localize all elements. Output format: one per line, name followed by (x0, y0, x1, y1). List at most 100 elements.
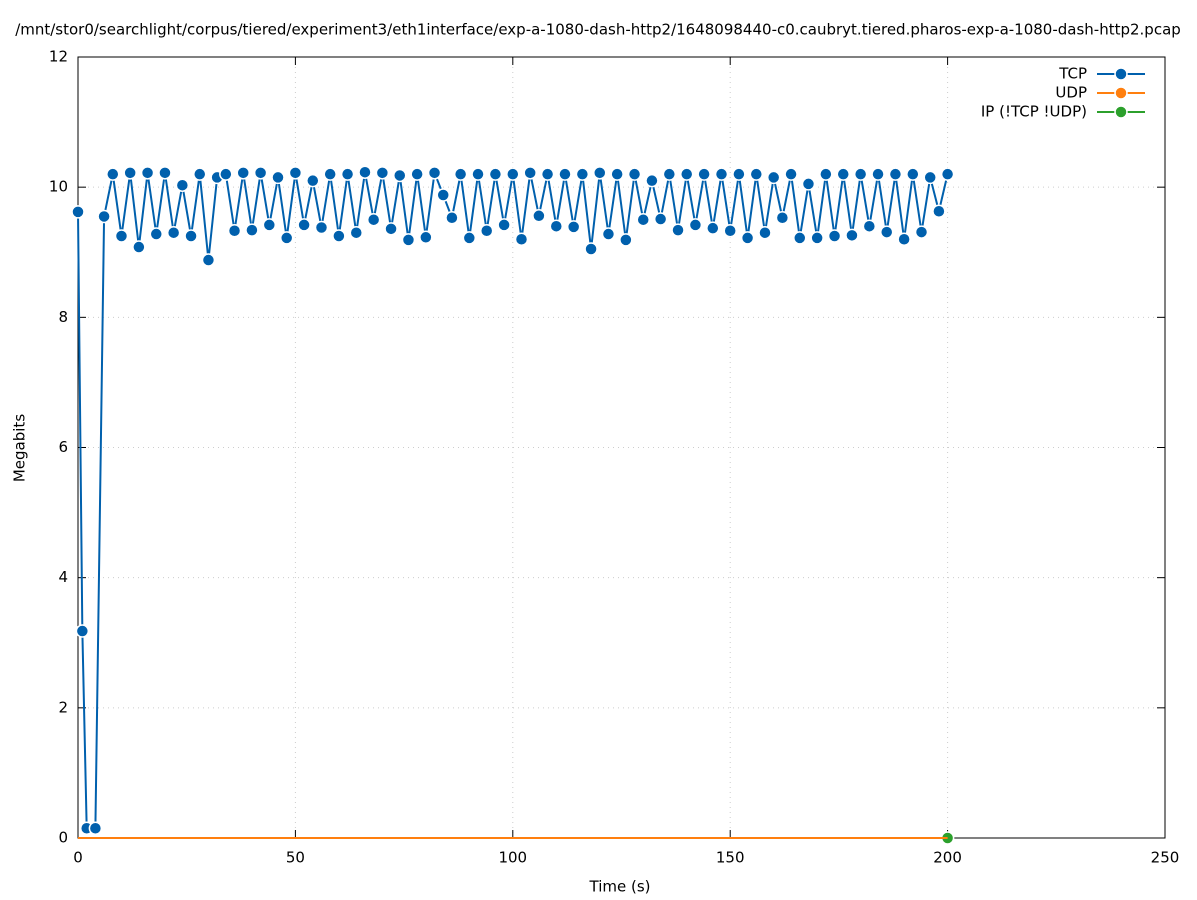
data-point (827, 229, 842, 243)
data-point (358, 165, 372, 179)
data-point (97, 209, 111, 224)
data-point (340, 167, 355, 181)
data-point (462, 231, 477, 245)
data-point (245, 223, 259, 237)
legend-label: IP (!TCP !UDP) (981, 103, 1087, 121)
x-tick-label: 250 (1151, 849, 1180, 867)
data-point (253, 166, 268, 180)
data-point (697, 167, 711, 181)
data-point (323, 167, 337, 181)
data-point (758, 225, 772, 240)
data-point (897, 232, 911, 246)
data-point (471, 167, 485, 181)
data-point (714, 167, 729, 181)
data-point (914, 225, 929, 239)
data-point (236, 166, 250, 180)
data-point (132, 240, 146, 254)
data-point (671, 223, 685, 237)
legend-marker (1114, 86, 1128, 100)
x-tick-label: 100 (498, 849, 527, 867)
y-tick-label: 6 (58, 438, 68, 456)
data-point (523, 166, 537, 180)
data-point (532, 209, 546, 223)
data-point (836, 167, 850, 181)
y-tick-label: 8 (58, 308, 68, 326)
data-point (940, 167, 955, 181)
data-point (88, 821, 103, 835)
data-point (540, 167, 555, 181)
x-tick-label: 0 (73, 849, 83, 867)
x-tick-label: 50 (286, 849, 305, 867)
data-point (401, 233, 416, 247)
data-point (732, 167, 746, 181)
data-point (288, 166, 303, 180)
data-point (497, 218, 511, 232)
y-tick-label: 12 (49, 48, 68, 66)
data-point (862, 219, 877, 233)
series-line (77, 168, 949, 830)
x-axis-label: Time (s) (589, 878, 651, 896)
data-point (601, 227, 616, 241)
data-point (488, 167, 503, 181)
data-point (201, 253, 216, 267)
data-point (819, 167, 833, 181)
data-point (306, 173, 320, 188)
data-point (610, 167, 624, 181)
data-point (879, 225, 894, 239)
data-point (349, 225, 364, 240)
data-point (184, 229, 198, 243)
data-point (453, 167, 468, 181)
y-tick-label: 0 (58, 829, 68, 847)
legend-label: TCP (1058, 65, 1087, 83)
data-point (593, 166, 607, 180)
data-point (271, 170, 285, 185)
data-point (793, 231, 807, 245)
data-point (853, 167, 868, 181)
data-point (888, 167, 903, 181)
data-point (175, 178, 190, 192)
data-point (575, 167, 590, 181)
data-point (932, 204, 946, 218)
data-point (636, 212, 650, 227)
chart-title: /mnt/stor0/searchlight/corpus/tiered/exp… (15, 21, 1181, 39)
data-point (219, 167, 233, 181)
data-point (419, 230, 433, 245)
data-point (627, 167, 642, 181)
data-point (723, 224, 737, 238)
data-point (75, 624, 90, 638)
data-point (871, 167, 885, 181)
data-point (366, 212, 381, 227)
data-point (810, 231, 824, 245)
data-point (106, 167, 120, 181)
data-point (158, 166, 172, 180)
data-point (384, 222, 398, 236)
data-point (279, 231, 294, 245)
data-point (506, 167, 520, 181)
data-point (549, 219, 564, 233)
data-point (749, 167, 764, 181)
legend-marker (1114, 67, 1128, 81)
data-point (688, 218, 703, 232)
data-point (123, 166, 137, 180)
data-point (149, 227, 164, 241)
data-point (262, 218, 277, 232)
data-point (653, 212, 668, 226)
data-point (784, 167, 798, 181)
data-point (427, 166, 442, 180)
data-point (679, 167, 694, 181)
data-point (297, 218, 311, 232)
data-point (445, 211, 459, 225)
data-point (566, 220, 581, 234)
data-point (584, 242, 598, 256)
y-tick-label: 4 (58, 568, 68, 586)
data-point (619, 233, 633, 247)
data-point (558, 167, 572, 181)
legend-marker (1114, 105, 1128, 119)
data-point (166, 225, 181, 240)
data-point (114, 229, 129, 243)
data-point (906, 167, 920, 181)
x-tick-label: 200 (933, 849, 962, 867)
y-tick-label: 10 (49, 178, 68, 196)
data-point (332, 229, 346, 243)
